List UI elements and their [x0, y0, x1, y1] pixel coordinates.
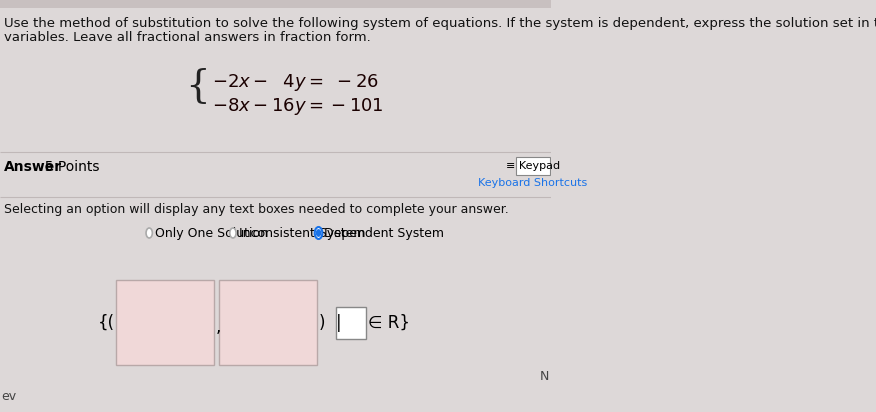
- Text: $-8x-16y = -101$: $-8x-16y = -101$: [212, 96, 384, 117]
- Text: Answer: Answer: [4, 160, 62, 174]
- Text: ,: ,: [215, 318, 221, 335]
- Text: Keyboard Shortcuts: Keyboard Shortcuts: [478, 178, 587, 188]
- Bar: [0, 0, 552, 8]
- Bar: [219, 280, 316, 365]
- FancyBboxPatch shape: [516, 157, 549, 175]
- Text: Only One Solution: Only One Solution: [155, 227, 268, 239]
- Text: Inconsistent System: Inconsistent System: [238, 227, 365, 239]
- Circle shape: [146, 228, 152, 238]
- Text: Use the method of substitution to solve the following system of equations. If th: Use the method of substitution to solve …: [4, 17, 876, 30]
- Text: N: N: [540, 370, 549, 383]
- Circle shape: [314, 227, 322, 239]
- Text: {(: {(: [98, 314, 116, 332]
- Text: 5 Points: 5 Points: [36, 160, 99, 174]
- Text: )  |: ) |: [319, 314, 342, 332]
- Text: ≡ Keypad: ≡ Keypad: [505, 161, 560, 171]
- Circle shape: [230, 228, 236, 238]
- Text: Dependent System: Dependent System: [324, 227, 444, 239]
- Circle shape: [316, 230, 321, 236]
- Text: $-2x-\ \ 4y =\ -26$: $-2x-\ \ 4y =\ -26$: [212, 72, 379, 93]
- Bar: [336, 307, 366, 339]
- Text: {: {: [185, 68, 209, 105]
- Text: ∈ R}: ∈ R}: [368, 314, 410, 332]
- Text: Selecting an option will display any text boxes needed to complete your answer.: Selecting an option will display any tex…: [4, 203, 509, 216]
- Text: variables. Leave all fractional answers in fraction form.: variables. Leave all fractional answers …: [4, 31, 371, 44]
- Text: ev: ev: [1, 390, 17, 403]
- Bar: [117, 280, 214, 365]
